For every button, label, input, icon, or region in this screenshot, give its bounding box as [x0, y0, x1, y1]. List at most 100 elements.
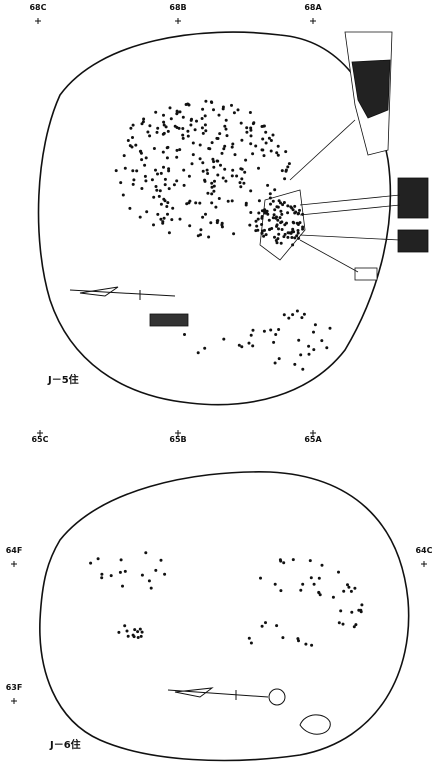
find-point: [237, 108, 240, 111]
find-point: [121, 585, 124, 588]
find-point: [161, 220, 164, 223]
find-point: [255, 225, 258, 228]
find-point: [199, 144, 202, 147]
find-point: [259, 577, 262, 580]
find-point: [203, 347, 206, 350]
find-point: [265, 142, 268, 145]
find-point: [192, 153, 195, 156]
find-point: [194, 201, 197, 204]
find-point: [250, 134, 253, 137]
find-point: [218, 197, 221, 200]
find-point: [141, 574, 144, 577]
find-point: [257, 167, 260, 170]
find-point: [359, 609, 362, 612]
pottery-drawing: [150, 32, 428, 326]
find-point: [248, 637, 251, 640]
find-point: [100, 573, 103, 576]
find-point: [201, 126, 204, 129]
find-point: [221, 152, 224, 155]
find-point: [304, 643, 307, 646]
find-point: [227, 200, 230, 203]
find-point: [215, 137, 218, 140]
find-point: [292, 558, 295, 561]
find-point: [342, 623, 345, 626]
find-point: [171, 207, 174, 210]
find-point: [156, 127, 159, 130]
find-point: [303, 313, 306, 316]
find-point: [269, 203, 272, 206]
find-point: [261, 215, 264, 218]
find-point: [119, 181, 122, 184]
find-point: [283, 313, 286, 316]
find-point: [274, 583, 277, 586]
find-point: [292, 221, 295, 224]
find-point: [285, 222, 288, 225]
find-point: [301, 226, 304, 229]
find-point: [226, 134, 229, 137]
find-point: [338, 621, 341, 624]
find-point: [239, 167, 242, 170]
find-point: [97, 557, 100, 560]
find-point: [251, 344, 254, 347]
find-point: [164, 178, 167, 181]
grid-point-label: 65A: [304, 435, 322, 444]
find-point: [176, 149, 179, 152]
find-point: [296, 310, 299, 313]
find-point: [284, 233, 287, 236]
find-point: [223, 168, 226, 171]
find-point: [248, 342, 251, 345]
find-point: [266, 184, 269, 187]
find-point: [204, 114, 207, 117]
pit-outline: [40, 472, 409, 761]
find-point: [235, 175, 238, 178]
find-point: [278, 357, 281, 360]
find-point: [277, 227, 280, 230]
find-point: [265, 233, 268, 236]
find-point: [160, 172, 163, 175]
find-point: [127, 635, 130, 638]
find-point: [213, 180, 216, 183]
find-point: [291, 228, 294, 231]
find-point: [298, 209, 301, 212]
find-point: [191, 162, 194, 165]
find-point: [329, 327, 332, 330]
find-point: [232, 232, 235, 235]
pit-outline: [39, 32, 391, 405]
find-point: [131, 136, 134, 139]
find-point: [167, 130, 170, 133]
find-point: [159, 189, 162, 192]
find-point: [212, 190, 215, 193]
grid-point-label: 64C: [415, 546, 432, 555]
find-point: [167, 169, 170, 172]
find-point: [262, 235, 265, 238]
find-point: [131, 169, 134, 172]
find-point: [201, 108, 204, 111]
find-point: [154, 111, 157, 114]
find-point: [162, 133, 165, 136]
find-point: [281, 169, 284, 172]
find-point: [190, 119, 193, 122]
find-point: [245, 126, 248, 129]
find-point: [132, 183, 135, 186]
find-point: [297, 237, 300, 240]
find-point: [100, 576, 103, 579]
find-point: [89, 562, 92, 565]
find-point: [207, 236, 210, 239]
find-point: [127, 139, 130, 142]
find-point: [204, 100, 207, 103]
find-point: [202, 132, 205, 135]
find-point: [136, 630, 139, 633]
find-point: [281, 228, 284, 231]
find-point: [244, 159, 247, 162]
find-point: [170, 117, 173, 120]
find-point: [140, 187, 143, 190]
find-point: [286, 211, 289, 214]
find-point: [162, 121, 165, 124]
find-point: [166, 213, 169, 216]
find-point: [240, 345, 243, 348]
find-point: [287, 317, 290, 320]
find-point: [222, 177, 225, 180]
find-point: [145, 156, 148, 159]
find-point: [162, 114, 165, 117]
find-point: [249, 189, 252, 192]
